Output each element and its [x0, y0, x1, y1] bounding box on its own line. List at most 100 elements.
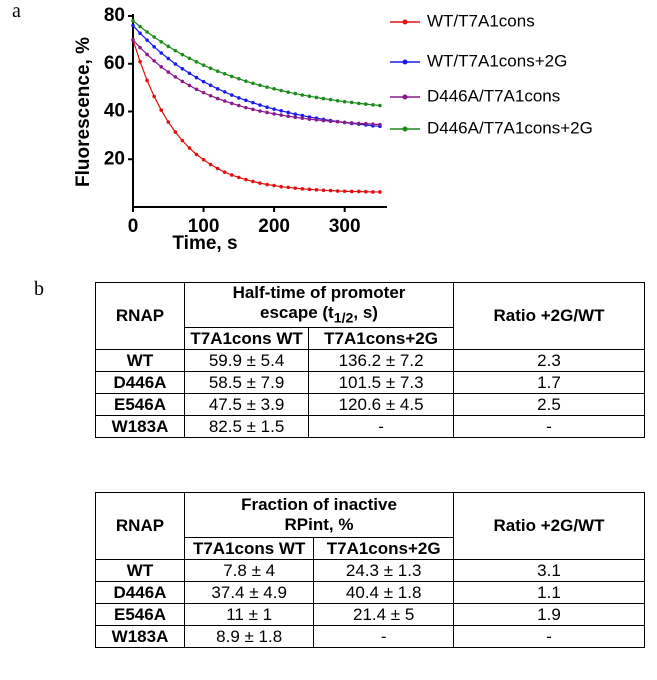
data-point	[194, 152, 199, 157]
data-point	[251, 179, 255, 184]
row-header: D446A	[95, 581, 185, 604]
table-cell: 40.4 ± 1.8	[313, 581, 454, 604]
data-point	[222, 170, 227, 174]
data-point	[180, 138, 185, 143]
legend-label: D446A/T7A1cons	[427, 86, 560, 105]
subheader-cell: T7A1cons WT	[183, 327, 310, 350]
data-point	[194, 87, 199, 92]
data-point	[152, 59, 156, 63]
data-point	[272, 183, 276, 188]
data-point	[265, 85, 269, 89]
data-point	[131, 18, 135, 23]
data-point	[187, 56, 192, 61]
data-point	[138, 59, 142, 64]
data-point	[258, 83, 262, 88]
table-cell: 11 ± 1	[183, 603, 315, 626]
data-point	[328, 188, 333, 193]
data-point	[152, 94, 156, 99]
row-header: E546A	[95, 603, 185, 626]
x-tick-label: 200	[258, 216, 290, 237]
data-point	[222, 71, 227, 76]
data-point	[251, 107, 255, 112]
data-point	[371, 190, 375, 194]
table-cell: 101.5 ± 7.3	[308, 371, 454, 394]
data-point	[187, 83, 192, 88]
data-point	[293, 115, 298, 120]
data-point	[229, 74, 234, 79]
data-point	[173, 75, 178, 79]
data-point	[222, 99, 227, 103]
data-point	[342, 189, 347, 194]
series-line	[132, 39, 380, 193]
data-point	[166, 56, 171, 61]
header-text: , s)	[353, 303, 378, 323]
y-tick-label: 60	[104, 53, 125, 74]
data-point	[152, 35, 156, 39]
data-point	[272, 107, 276, 111]
data-point	[286, 110, 291, 115]
data-point	[279, 88, 283, 93]
row-header: W183A	[95, 625, 185, 648]
data-point	[349, 189, 354, 194]
data-point	[201, 157, 206, 162]
data-point	[173, 130, 178, 134]
header-cell: Fraction of inactive RPint, %	[184, 492, 454, 538]
table-row: WT 59.9 ± 5.4 136.2 ± 7.2 2.3	[95, 349, 645, 372]
data-point	[166, 120, 171, 124]
data-point	[286, 90, 291, 94]
data-point	[237, 103, 241, 108]
subheader-cell: T7A1cons+2G	[308, 327, 454, 350]
table-cell: 37.4 ± 4.9	[183, 581, 315, 604]
data-point	[152, 44, 156, 49]
table-cell: 2.3	[453, 349, 645, 372]
data-point	[378, 122, 382, 127]
data-point	[222, 90, 227, 94]
data-point	[279, 108, 283, 113]
row-header: E546A	[95, 393, 185, 416]
data-point	[237, 96, 241, 100]
table-row: E546A 11 ± 1 21.4 ± 5 1.9	[95, 603, 645, 626]
data-point	[265, 182, 269, 187]
data-point	[272, 112, 276, 116]
header-text: Fraction of inactive RPint, %	[241, 495, 397, 534]
series-line	[132, 39, 380, 126]
data-point	[356, 121, 361, 126]
data-point	[378, 103, 382, 108]
data-point	[208, 66, 213, 71]
table-cell: 82.5 ± 1.5	[183, 415, 310, 438]
data-point	[314, 188, 319, 192]
data-point	[201, 90, 206, 95]
data-point	[364, 102, 368, 106]
data-point	[244, 105, 248, 110]
data-point	[349, 121, 354, 125]
data-point	[215, 87, 220, 91]
data-point	[215, 69, 220, 73]
data-point	[335, 119, 340, 124]
data-point	[356, 189, 361, 194]
table-cell: 120.6 ± 4.5	[308, 393, 454, 416]
data-point	[279, 113, 283, 117]
data-point	[286, 185, 291, 190]
data-point	[244, 79, 248, 83]
table-cell: -	[453, 415, 645, 438]
x-tick-label: 0	[128, 216, 139, 237]
table-cell: 2.5	[453, 393, 645, 416]
header-cell: Half-time of promoter escape (t1/2, s)	[184, 282, 454, 328]
data-point	[265, 110, 269, 115]
series-line	[132, 20, 381, 107]
data-point	[166, 70, 171, 74]
data-point	[229, 173, 234, 177]
data-point	[159, 51, 164, 55]
row-header: WT	[95, 349, 185, 372]
data-point	[293, 186, 298, 190]
header-text: Half-time of promoter escape (t	[232, 283, 406, 323]
data-point	[244, 98, 248, 103]
data-point	[300, 187, 305, 191]
panel-label: a	[12, 0, 21, 22]
data-point	[307, 94, 312, 99]
legend-marker	[402, 126, 408, 132]
legend-label: WT/T7A1cons	[427, 11, 535, 30]
data-point	[215, 96, 220, 101]
legend-marker	[402, 94, 408, 100]
